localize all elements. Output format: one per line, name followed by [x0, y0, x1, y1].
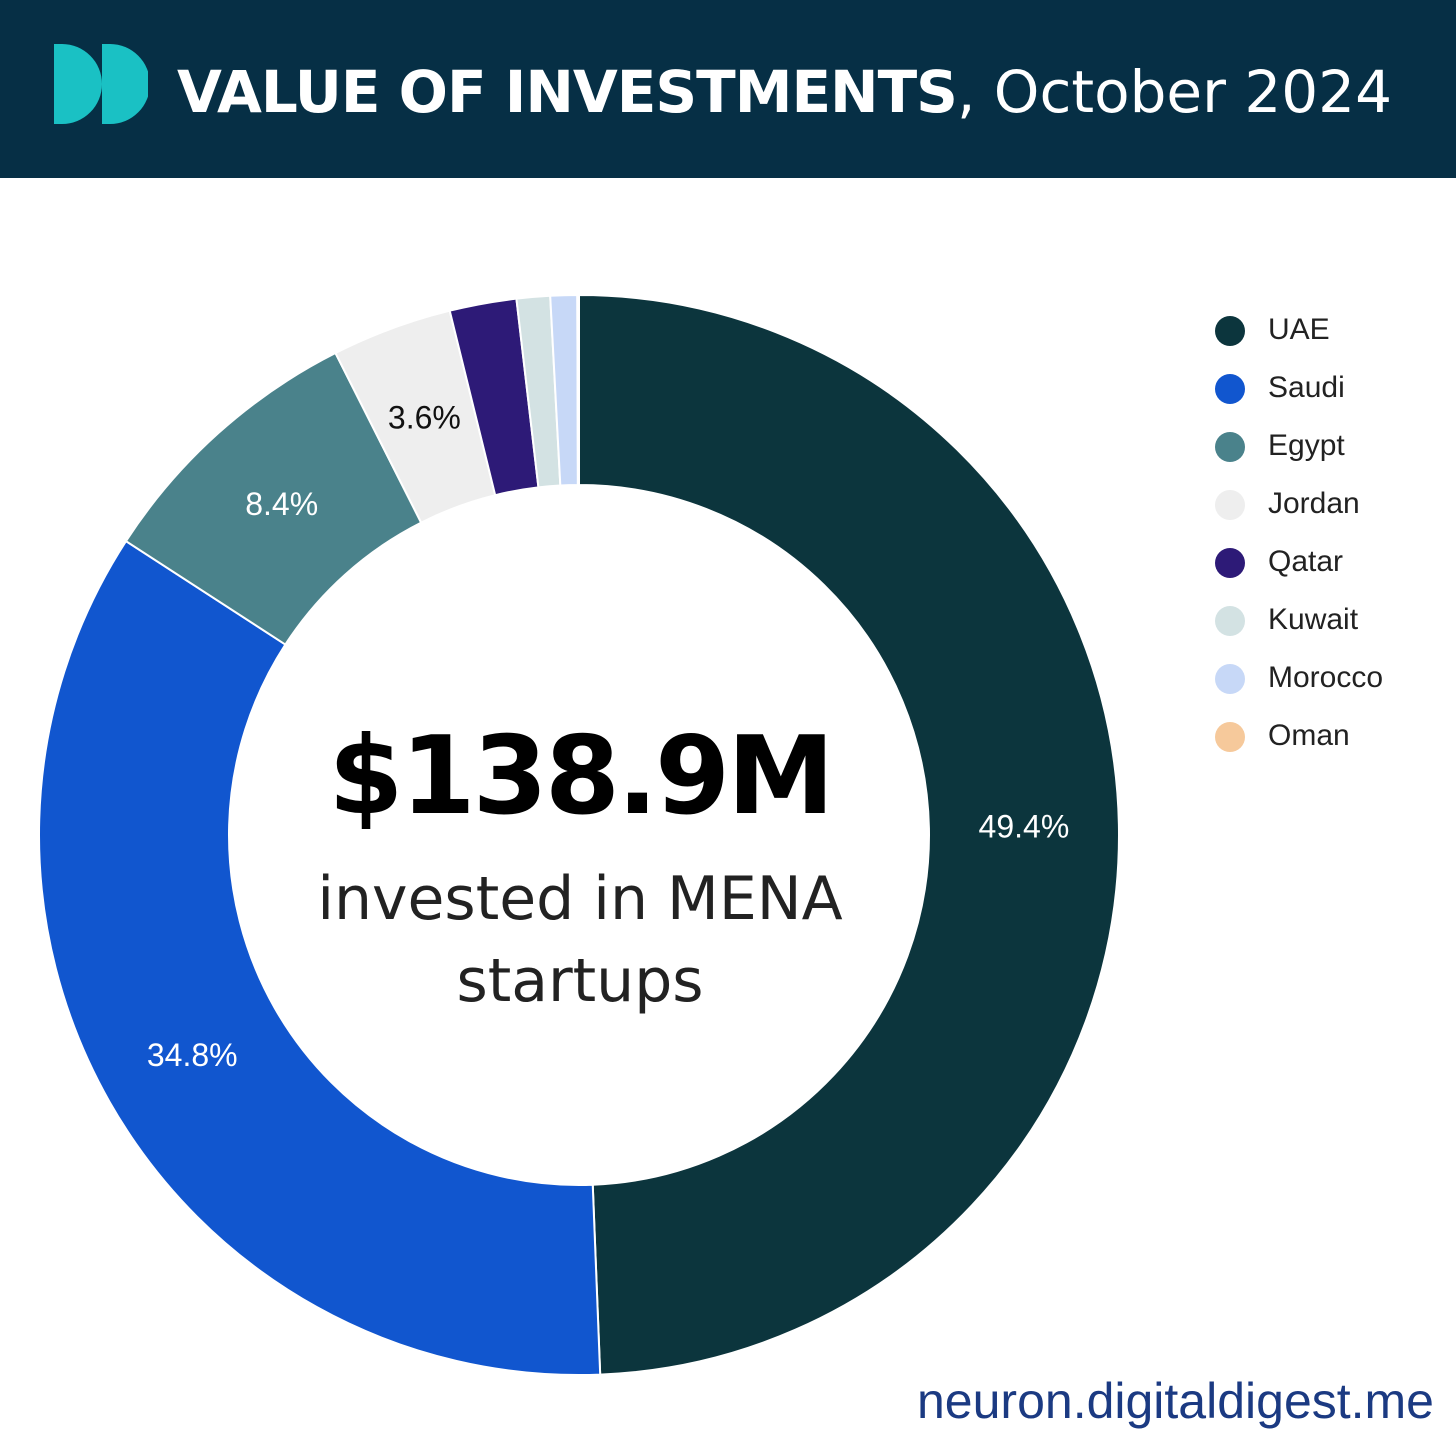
legend-label: Jordan	[1268, 487, 1360, 520]
title-date: , October 2024	[956, 58, 1392, 126]
legend-swatch	[1215, 374, 1245, 404]
footer-url: neuron.digitaldigest.me	[917, 1373, 1434, 1429]
legend-label: Kuwait	[1268, 603, 1359, 636]
slice-label-egypt: 8.4%	[245, 486, 318, 522]
legend-label: Saudi	[1268, 371, 1345, 404]
legend-swatch	[1215, 316, 1245, 346]
legend-swatch	[1215, 548, 1245, 578]
legend-label: Egypt	[1268, 429, 1345, 462]
legend-label: Qatar	[1268, 545, 1344, 578]
legend-label: Oman	[1268, 719, 1350, 752]
slice-labels: 49.4% 34.8% 8.4% 3.6%	[147, 400, 1069, 1073]
slice-oman	[576, 293, 580, 487]
caption-line-1: invested in MENA	[317, 864, 843, 934]
slice-label-uae: 49.4%	[979, 808, 1070, 844]
slice-label-jordan: 3.6%	[388, 400, 461, 436]
slice-uae	[578, 293, 1120, 1376]
page-title: VALUE OF INVESTMENTS, October 2024	[177, 52, 1392, 132]
total-invested-caption: invested in MENA startups	[280, 858, 880, 1022]
caption-line-2: startups	[456, 946, 704, 1016]
total-invested-value: $138.9M	[328, 714, 834, 839]
legend-swatch	[1215, 432, 1245, 462]
double-half-circle-logo-icon	[54, 44, 148, 124]
slice-label-saudi: 34.8%	[147, 1037, 238, 1073]
donut-chart: 49.4% 34.8% 8.4% 3.6%	[38, 293, 1120, 1376]
legend-swatch	[1215, 490, 1245, 520]
donut-slices	[38, 293, 1120, 1376]
legend-label: Morocco	[1268, 661, 1384, 694]
legend-swatch	[1215, 664, 1245, 694]
legend-label: UAE	[1268, 313, 1330, 346]
header-banner: VALUE OF INVESTMENTS, October 2024	[0, 0, 1456, 178]
slice-saudi	[38, 539, 602, 1376]
title-bold: VALUE OF INVESTMENTS	[177, 58, 958, 126]
legend-swatch	[1215, 722, 1245, 752]
legend-swatch	[1215, 606, 1245, 636]
